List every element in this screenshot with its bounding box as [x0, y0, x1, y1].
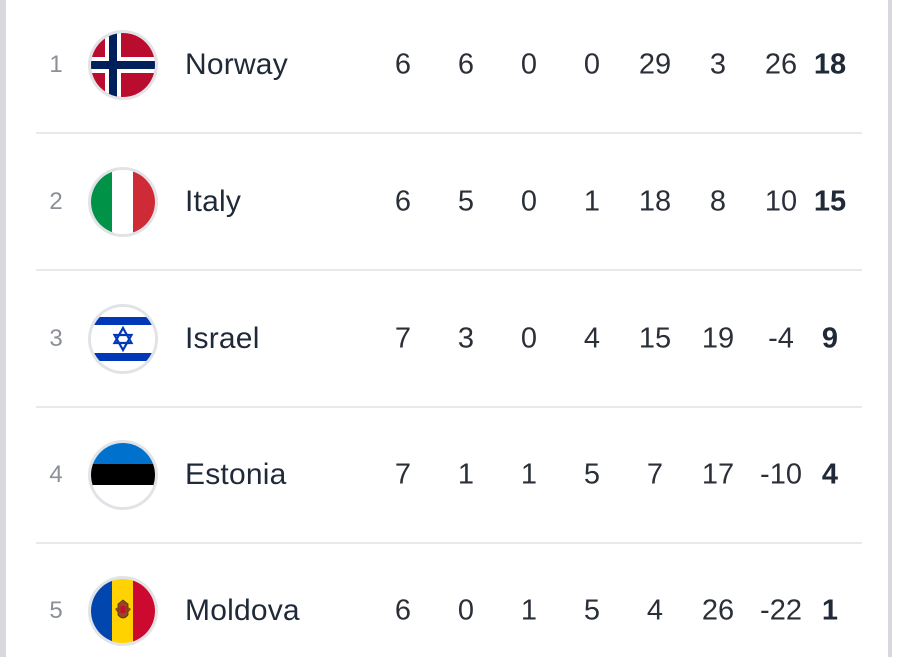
israel-flag-icon: [91, 307, 155, 371]
goals-against-value: 8: [709, 185, 727, 218]
position-number: 3: [49, 325, 63, 352]
drawn-value: 0: [520, 185, 538, 218]
won-value: 3: [457, 322, 475, 355]
team-name[interactable]: Moldova: [185, 594, 300, 627]
lost-value: 5: [583, 458, 601, 491]
team-name[interactable]: Norway: [185, 48, 288, 81]
goal-difference-value: -10: [760, 458, 802, 491]
goals-against-value: 26: [701, 594, 735, 627]
played-value: 6: [394, 594, 412, 627]
italy-flag-icon: [91, 170, 155, 234]
scrollbar-track[interactable]: [888, 0, 892, 657]
goals-for-value: 15: [638, 322, 672, 355]
row-divider: [36, 269, 862, 271]
position-number: 1: [49, 51, 63, 78]
played-value: 7: [394, 458, 412, 491]
team-name[interactable]: Italy: [185, 185, 242, 218]
row-divider: [36, 542, 862, 544]
points-value: 9: [821, 322, 839, 355]
goal-difference-value: -4: [768, 322, 794, 355]
played-value: 6: [394, 48, 412, 81]
position-number: 4: [49, 461, 63, 488]
table-row[interactable]: 1 Norway 6 6 0 0 29 3 26 18: [0, 0, 900, 133]
goal-difference-value: 10: [764, 185, 798, 218]
row-divider: [36, 132, 862, 134]
position-number: 2: [49, 188, 63, 215]
goal-difference-value: 26: [764, 48, 798, 81]
goals-for-value: 29: [638, 48, 672, 81]
drawn-value: 0: [520, 48, 538, 81]
goals-for-value: 7: [646, 458, 664, 491]
estonia-flag-icon: [91, 443, 155, 507]
table-row[interactable]: 3 Israel 7 3 0 4 15 19 -4 9: [0, 271, 900, 407]
goal-difference-value: -22: [760, 594, 802, 627]
won-value: 0: [457, 594, 475, 627]
lost-value: 1: [583, 185, 601, 218]
won-value: 5: [457, 185, 475, 218]
norway-flag-icon: [91, 33, 155, 97]
table-row[interactable]: 4 Estonia 7 1 1 5 7 17 -10 4: [0, 408, 900, 544]
lost-value: 4: [583, 322, 601, 355]
lost-value: 5: [583, 594, 601, 627]
team-name[interactable]: Estonia: [185, 458, 287, 491]
lost-value: 0: [583, 48, 601, 81]
table-row[interactable]: 2 Italy 6 5 0 1 18 8 10 15: [0, 134, 900, 270]
points-value: 18: [813, 48, 847, 81]
goals-against-value: 17: [701, 458, 735, 491]
goals-against-value: 19: [701, 322, 735, 355]
drawn-value: 1: [520, 594, 538, 627]
won-value: 1: [457, 458, 475, 491]
drawn-value: 0: [520, 322, 538, 355]
position-number: 5: [49, 597, 63, 624]
table-row[interactable]: 5 Moldova 6 0 1 5 4 26 -22 1: [0, 544, 900, 657]
points-value: 4: [821, 458, 839, 491]
points-value: 15: [813, 185, 847, 218]
played-value: 7: [394, 322, 412, 355]
played-value: 6: [394, 185, 412, 218]
team-name[interactable]: Israel: [185, 322, 260, 355]
drawn-value: 1: [520, 458, 538, 491]
goals-against-value: 3: [709, 48, 727, 81]
row-divider: [36, 406, 862, 408]
points-value: 1: [821, 594, 839, 627]
goals-for-value: 18: [638, 185, 672, 218]
table-left-border: [0, 0, 6, 657]
won-value: 6: [457, 48, 475, 81]
moldova-flag-icon: [91, 579, 155, 643]
goals-for-value: 4: [646, 594, 664, 627]
